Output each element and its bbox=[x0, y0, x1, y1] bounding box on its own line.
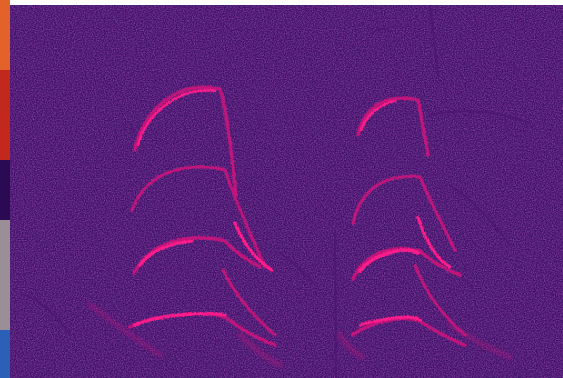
faint-streaks bbox=[24, 5, 531, 378]
harmonic-1-call-2 bbox=[356, 96, 430, 157]
left-strip-dark-band bbox=[0, 160, 10, 220]
left-strip-red-band bbox=[0, 70, 10, 160]
faint-streak bbox=[334, 229, 337, 378]
harmonic-3-call-1-core bbox=[138, 239, 194, 267]
call-2-low-haze bbox=[447, 322, 513, 360]
faint-streak bbox=[371, 27, 389, 34]
faint-streak bbox=[129, 122, 136, 136]
spectrogram-noise-dark bbox=[10, 5, 563, 378]
call-group-2 bbox=[337, 96, 513, 360]
call-1-low-haze bbox=[237, 332, 283, 368]
left-strip-graphic bbox=[0, 0, 10, 378]
faint-streak bbox=[449, 184, 511, 246]
left-strip-photo-edge bbox=[0, 0, 10, 378]
call-2-low-haze bbox=[337, 332, 365, 360]
spectrogram-svg bbox=[10, 5, 563, 378]
harmonic-4-call-1-core bbox=[133, 312, 227, 327]
harmonic-4-call-2-core bbox=[358, 315, 422, 327]
faint-streak bbox=[429, 110, 531, 124]
call-1-low-haze bbox=[87, 302, 163, 358]
faint-streak bbox=[279, 252, 316, 286]
harmonic-1-call-1-core bbox=[136, 89, 217, 147]
harmonic-1-call-2-core bbox=[359, 99, 397, 132]
harmonic-2-call-2 bbox=[351, 174, 457, 252]
harmonic-3-call-1 bbox=[132, 236, 262, 275]
left-strip-blue-band bbox=[0, 330, 10, 378]
harmonic-4-call-1-tail bbox=[221, 268, 277, 337]
harmonic-3-call-1-tail bbox=[233, 221, 274, 272]
left-strip-orange-band bbox=[0, 0, 10, 70]
faint-streak bbox=[429, 5, 439, 76]
left-strip-gray-band bbox=[0, 220, 10, 330]
harmonic-3-call-2-core bbox=[358, 248, 420, 273]
harmonic-1-call-1 bbox=[133, 85, 238, 197]
faint-streak bbox=[24, 294, 71, 336]
spectrogram-image bbox=[10, 5, 563, 378]
harmonic-3-call-2-tail bbox=[416, 215, 452, 269]
call-group-1 bbox=[87, 85, 283, 368]
harmonic-2-call-1 bbox=[130, 165, 267, 269]
